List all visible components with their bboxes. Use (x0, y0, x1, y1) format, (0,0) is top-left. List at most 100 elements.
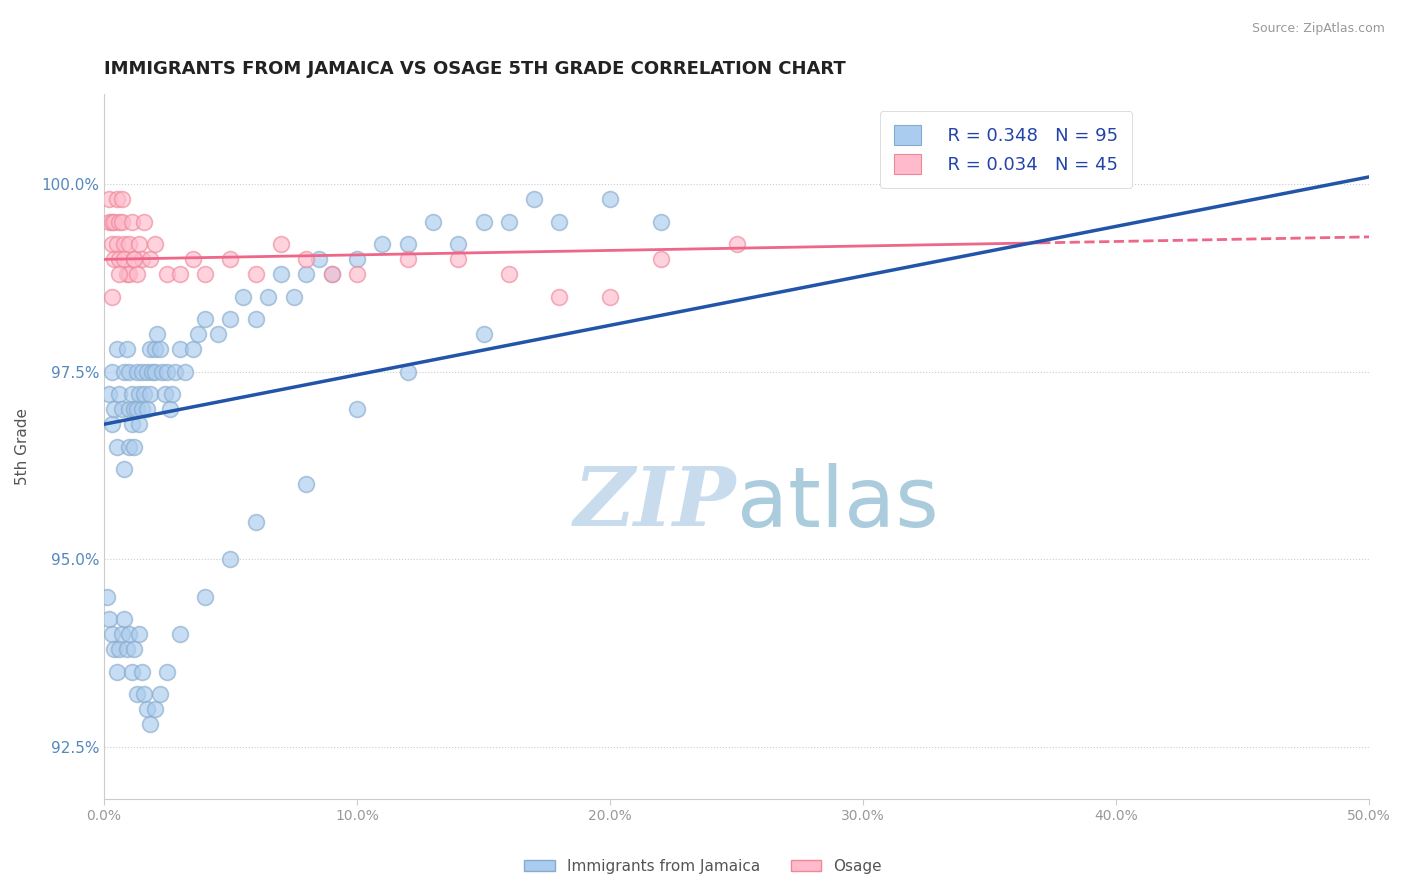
Point (447, 252, 470, 267)
Point (174, 365, 197, 379)
Point (162, 387, 184, 401)
Point (498, 268, 520, 282)
Point (548, 290, 571, 304)
Point (232, 290, 254, 304)
Point (321, 268, 343, 282)
Point (131, 402, 153, 417)
Point (141, 365, 163, 379)
Point (163, 365, 186, 379)
Point (131, 252, 153, 267)
Point (650, 252, 672, 267)
Point (194, 590, 217, 604)
Point (472, 215, 495, 229)
Point (131, 665, 153, 679)
Point (121, 417, 143, 432)
Point (100, 365, 122, 379)
Point (143, 702, 166, 716)
Point (472, 327, 495, 342)
Point (108, 268, 131, 282)
Point (138, 343, 160, 357)
Point (118, 440, 141, 454)
Point (112, 237, 135, 252)
Text: Source: ZipAtlas.com: Source: ZipAtlas.com (1251, 22, 1385, 36)
Point (150, 365, 173, 379)
Point (498, 215, 520, 229)
Point (143, 237, 166, 252)
Point (115, 642, 138, 657)
Point (108, 215, 131, 229)
Point (346, 268, 368, 282)
Point (245, 268, 267, 282)
Point (96, 590, 118, 604)
Point (134, 387, 156, 401)
Point (396, 365, 419, 379)
Point (124, 642, 146, 657)
Point (125, 268, 148, 282)
Point (131, 365, 153, 379)
Point (118, 627, 141, 641)
Point (159, 402, 181, 417)
Point (187, 327, 209, 342)
Point (111, 627, 134, 641)
Point (100, 627, 122, 641)
Point (118, 237, 141, 252)
Point (125, 687, 148, 701)
Point (100, 290, 122, 304)
Point (105, 665, 128, 679)
Point (219, 252, 242, 267)
Point (194, 268, 217, 282)
Point (121, 387, 143, 401)
Point (599, 290, 621, 304)
Point (100, 215, 122, 229)
Point (245, 515, 267, 529)
Point (112, 252, 135, 267)
Point (245, 312, 267, 326)
Point (128, 417, 150, 432)
Text: IMMIGRANTS FROM JAMAICA VS OSAGE 5TH GRADE CORRELATION CHART: IMMIGRANTS FROM JAMAICA VS OSAGE 5TH GRA… (104, 60, 846, 78)
Point (295, 252, 318, 267)
Point (181, 343, 204, 357)
Point (599, 193, 621, 207)
Point (98, 387, 121, 401)
Point (194, 312, 217, 326)
Point (219, 552, 242, 566)
Point (138, 252, 160, 267)
Point (100, 417, 122, 432)
Point (108, 252, 131, 267)
Y-axis label: 5th Grade: 5th Grade (15, 409, 30, 485)
Legend: Immigrants from Jamaica, Osage: Immigrants from Jamaica, Osage (517, 853, 889, 880)
Point (523, 193, 546, 207)
Point (118, 365, 141, 379)
Point (134, 687, 156, 701)
Point (105, 343, 128, 357)
Point (138, 717, 160, 731)
Point (295, 268, 318, 282)
Point (181, 252, 204, 267)
Point (124, 402, 146, 417)
Point (136, 365, 159, 379)
Point (103, 402, 125, 417)
Point (134, 215, 156, 229)
Point (125, 365, 148, 379)
Point (447, 237, 470, 252)
Point (121, 215, 143, 229)
Point (98, 193, 121, 207)
Point (125, 402, 148, 417)
Point (346, 402, 368, 417)
Point (396, 237, 419, 252)
Point (115, 343, 138, 357)
Point (115, 268, 138, 282)
Text: atlas: atlas (737, 463, 938, 543)
Point (156, 268, 179, 282)
Point (105, 440, 128, 454)
Point (103, 642, 125, 657)
Point (128, 627, 150, 641)
Point (112, 612, 135, 626)
Point (257, 290, 280, 304)
Point (146, 327, 169, 342)
Point (105, 193, 128, 207)
Point (124, 440, 146, 454)
Point (121, 665, 143, 679)
Point (169, 627, 191, 641)
Point (725, 237, 748, 252)
